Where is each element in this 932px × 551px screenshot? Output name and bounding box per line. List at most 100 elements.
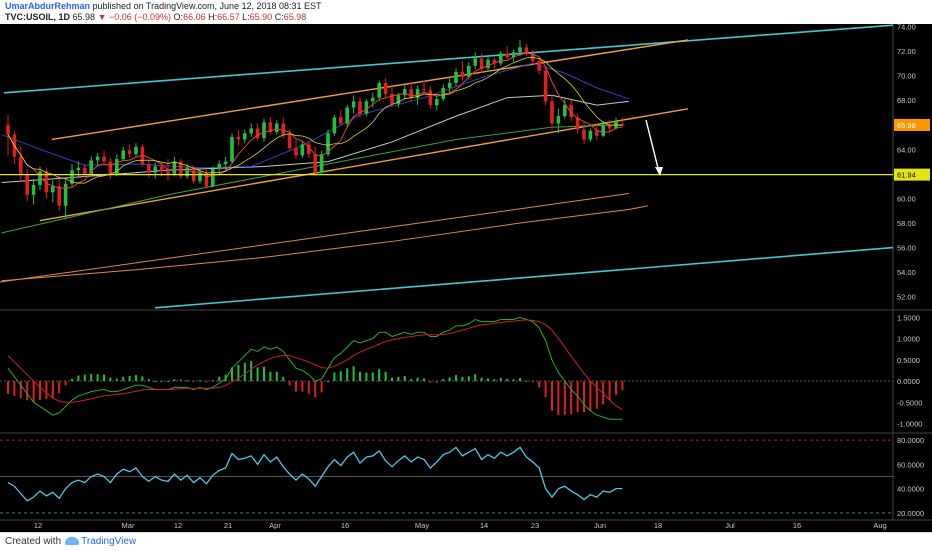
candle-body [230,137,234,162]
macd-histogram-bar [320,381,323,393]
candle-body [396,95,401,104]
macd-histogram-bar [282,376,285,382]
price-axis-tick: 68.00 [897,96,916,105]
macd-signal-line [7,319,623,411]
candle-body [364,101,369,114]
macd-histogram-bar [58,381,61,393]
macd-histogram-bar [115,378,118,382]
candle-body [268,122,273,133]
candle-body [319,154,324,173]
candle-body [108,161,113,176]
rsi-axis-tick: 60.0000 [897,460,924,469]
price-change: ▼ −0.06 (−0.09%) [97,12,172,22]
macd-histogram-bar [154,381,157,383]
macd-histogram-bar [64,381,67,386]
macd-histogram-bar [186,380,189,382]
candle-body [492,59,497,64]
macd-histogram-bar [487,378,489,382]
trend-upper-line [51,39,689,141]
candle-body [236,137,241,140]
footer-credit: Created with TradingView [5,536,136,547]
macd-histogram-bar [205,381,208,383]
price-axis-tick: 74.00 [897,24,916,31]
macd-histogram-bar [231,367,233,382]
macd-histogram-bar [147,378,150,382]
macd-histogram-bar [615,381,617,395]
candle-body [76,167,81,171]
chart-area[interactable]: 52.0054.0056.0058.0060.0062.0064.0066.00… [0,22,932,532]
candle-body [38,171,42,185]
candle-body [51,186,55,193]
macd-histogram-bar [51,381,54,399]
candle-body [262,122,266,139]
tradingview-brand-link[interactable]: TradingView [81,536,137,547]
macd-histogram-bar [211,380,214,382]
macd-histogram-bar [359,371,361,382]
macd-axis-tick: 1.0000 [897,335,920,344]
candle-body [83,167,87,174]
macd-histogram-bar [83,374,86,382]
candle-body [179,161,183,177]
price-axis-tick: 70.00 [897,72,916,81]
candle-body [198,172,202,182]
macd-histogram-bar [435,381,438,383]
chart-canvas[interactable]: 52.0054.0056.0058.0060.0062.0064.0066.00… [0,22,932,532]
footer-bar: Created with TradingView [0,532,932,551]
price-axis-tick: 52.00 [897,293,916,302]
candle-body [556,116,561,124]
macd-histogram-bar [621,381,624,391]
macd-histogram-bar [7,381,9,394]
candle-body [486,59,490,69]
publish-info: published on TradingView.com, June 12, 2… [92,1,322,11]
macd-line [7,316,623,420]
price-axis-tick: 72.00 [897,47,916,56]
candle-body [339,117,343,124]
candle-body [89,160,93,174]
candle-body [223,161,228,165]
macd-histogram-bar [448,377,451,382]
macd-histogram-bar [365,372,368,382]
candle-body [511,52,516,58]
candle-body [473,58,477,66]
macd-histogram-bar [256,367,259,382]
candle-body [601,124,605,136]
macd-histogram-bar [602,381,605,405]
candle-body [607,124,612,129]
candle-body [249,128,253,134]
rsi-axis-tick: 20.0000 [897,509,924,518]
candle-body [204,172,209,187]
candle-body [307,144,311,155]
time-axis-tick: Jul [725,521,735,530]
candle-body [537,60,541,71]
candle-body [275,123,279,133]
ma-20-line [1,62,629,169]
candle-body [134,146,138,155]
ma-100-line [1,124,623,234]
time-axis-tick: 16 [341,521,349,530]
macd-histogram-bar [19,381,22,399]
time-axis-tick: Jun [594,521,606,530]
current-price-label: 65.98 [897,121,916,130]
macd-histogram-bar [218,376,221,382]
macd-histogram-bar [378,369,381,382]
candle-body [95,156,100,161]
candle-body [441,87,445,99]
macd-histogram-bar [493,379,496,382]
close-label: C: [274,12,284,22]
macd-histogram-bar [538,381,541,388]
forecast-arrow-line [645,119,660,173]
candle-body [479,58,484,69]
candle-body [575,117,580,130]
chart-header: UmarAbdurRehman published on TradingView… [0,0,932,24]
candle-body [281,123,285,135]
candle-body [31,184,36,195]
macd-axis-tick: 1.5000 [897,313,920,322]
macd-histogram-bar [237,364,240,382]
rsi-line [7,446,623,502]
candle-body [300,144,305,156]
candle-body [377,82,381,98]
price-axis-tick: 64.00 [897,145,916,154]
author-link[interactable]: UmarAbdurRehman [5,1,91,11]
high-value: 66.57 [217,12,240,22]
candle-body [153,166,157,173]
